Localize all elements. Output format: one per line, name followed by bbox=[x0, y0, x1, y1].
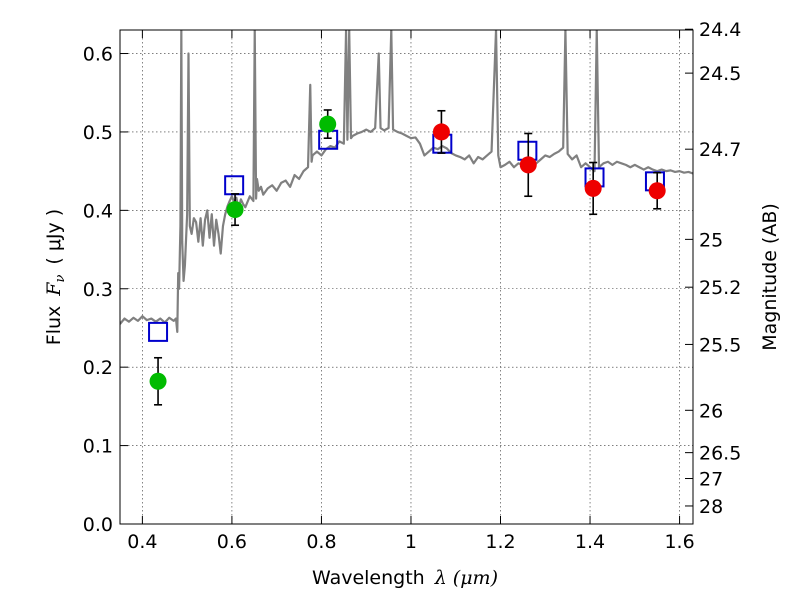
observed-point bbox=[519, 156, 537, 174]
x-tick-label: 1.2 bbox=[485, 531, 515, 553]
y2-tick-label: 25.2 bbox=[699, 277, 741, 299]
observed-point bbox=[584, 179, 602, 197]
observed-point bbox=[432, 123, 450, 141]
observed-point bbox=[648, 182, 666, 200]
x-tick-label: 0.6 bbox=[217, 531, 247, 553]
model-photometry-point bbox=[224, 175, 245, 196]
x-tick-label: 0.4 bbox=[127, 531, 157, 553]
y2-tick-label: 26.5 bbox=[699, 443, 741, 465]
axis-labels: Wavelength λ (μm) FluxFν( μJy ) Magnitude… bbox=[43, 203, 781, 589]
x-axis-title: Wavelength λ (μm) bbox=[312, 567, 498, 589]
observed-point bbox=[226, 201, 244, 219]
y-tick-label: 0.0 bbox=[83, 514, 113, 536]
y-axis-title: FluxFν( μJy ) bbox=[43, 209, 68, 345]
plot-area bbox=[120, 30, 693, 525]
y2-tick-label: 24.5 bbox=[699, 63, 741, 85]
x-tick-label: 0.8 bbox=[306, 531, 336, 553]
x-tick-label: 1.4 bbox=[575, 531, 605, 553]
axes: 0.4 0.6 0.8 1 1.2 1.4 1.6 0.0 0.1 0.2 0.3 0.4 0.5 0.6… bbox=[83, 19, 742, 553]
y2-tick-label: 25.5 bbox=[699, 334, 741, 356]
y-tick-label: 0.2 bbox=[83, 357, 113, 379]
y-tick-label: 0.1 bbox=[83, 436, 113, 458]
y2-tick-label: 24.4 bbox=[699, 19, 741, 41]
y-tick-label: 0.3 bbox=[83, 279, 113, 301]
y2-tick-label: 28 bbox=[699, 496, 723, 518]
y2-tick-label: 25 bbox=[699, 229, 723, 251]
model-photometry-point bbox=[148, 321, 169, 342]
y2-tick-label: 27 bbox=[699, 469, 723, 491]
y2-tick-label: 24.7 bbox=[699, 139, 741, 161]
y-tick-label: 0.6 bbox=[83, 44, 113, 66]
y2-axis-title: Magnitude (AB) bbox=[759, 203, 781, 351]
spectrum-line bbox=[120, 30, 693, 333]
observed-point bbox=[319, 115, 337, 133]
y-tick-label: 0.5 bbox=[83, 122, 113, 144]
y-tick-label: 0.4 bbox=[83, 200, 113, 222]
observed-point bbox=[149, 372, 167, 390]
x-tick-label: 1 bbox=[405, 531, 417, 553]
x-tick-label: 1.6 bbox=[664, 531, 694, 553]
plot-frame bbox=[119, 29, 694, 525]
y2-tick-label: 26 bbox=[699, 400, 723, 422]
series-group bbox=[120, 30, 693, 406]
